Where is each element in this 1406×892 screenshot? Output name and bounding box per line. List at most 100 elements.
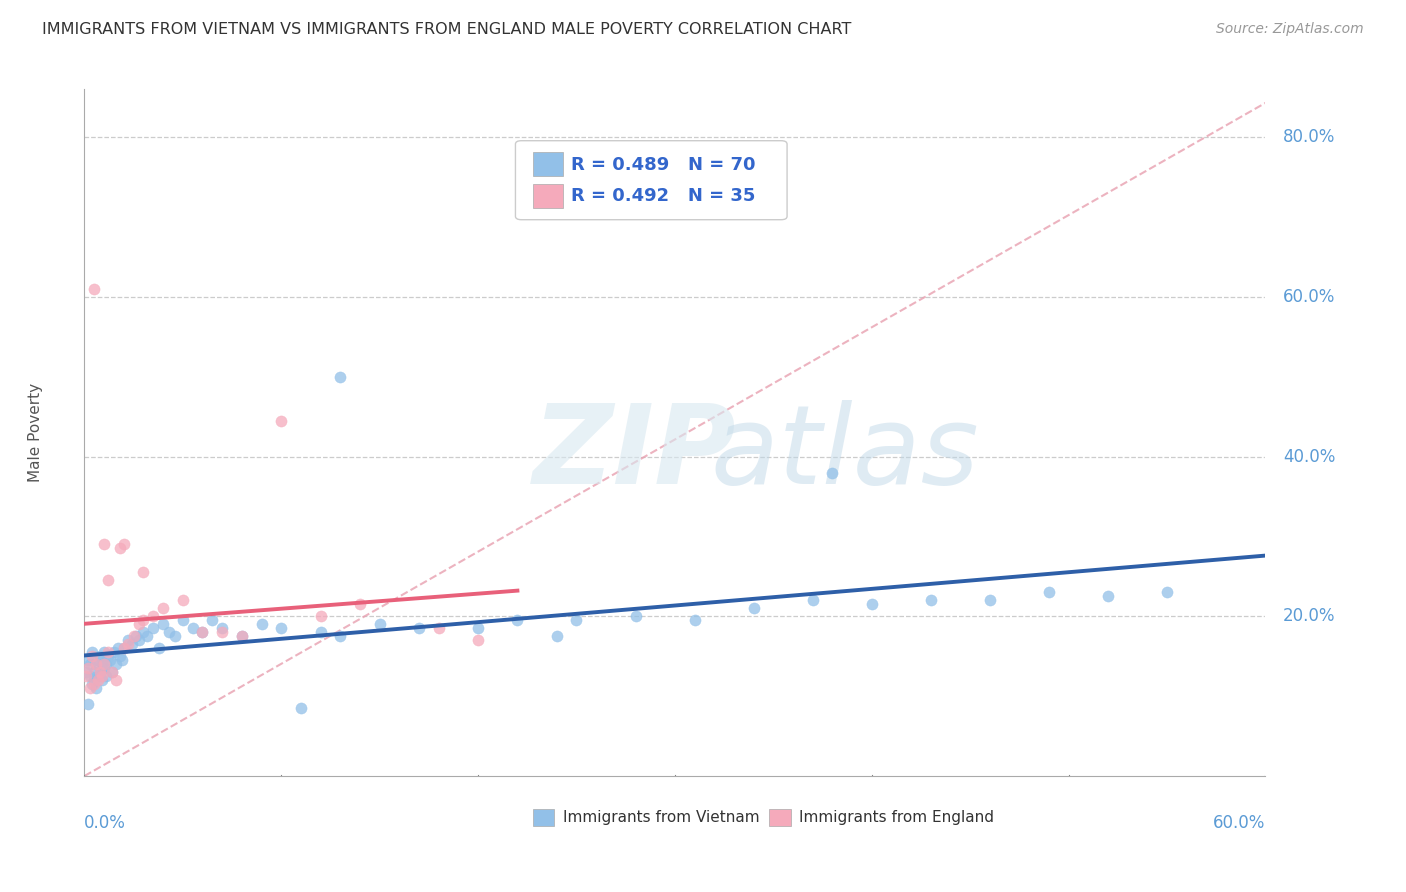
Text: 40.0%: 40.0% [1284, 448, 1336, 466]
Point [89, 649, 111, 664]
Point [83, 665, 105, 680]
Point [112, 641, 135, 656]
Point [84, 681, 107, 696]
Point [201, 613, 224, 627]
Point [82, 645, 104, 659]
Point [231, 629, 253, 643]
Point [84, 657, 107, 672]
Point [93, 645, 115, 659]
Text: 80.0%: 80.0% [1284, 128, 1336, 146]
Point [83, 282, 105, 296]
Point [920, 593, 942, 607]
Point [87, 673, 110, 688]
Text: 0.0%: 0.0% [84, 814, 127, 832]
Point [117, 633, 139, 648]
Point [683, 613, 706, 627]
Text: Male Poverty: Male Poverty [28, 383, 44, 483]
Point [112, 537, 135, 551]
Point [546, 629, 568, 643]
Point [89, 665, 111, 680]
Point [132, 566, 155, 580]
Point [103, 645, 125, 659]
Point [231, 629, 253, 643]
Point [136, 629, 159, 643]
Point [624, 609, 647, 624]
Point [87, 669, 110, 683]
Text: 60.0%: 60.0% [1284, 288, 1336, 306]
Bar [533, 809, 554, 826]
Point [467, 621, 489, 635]
Point [270, 621, 292, 635]
Point [97, 645, 120, 659]
Point [860, 598, 883, 612]
Point [142, 621, 165, 635]
Point [79, 669, 101, 683]
Point [181, 621, 204, 635]
Point [1156, 585, 1178, 599]
Point [87, 653, 110, 667]
Text: atlas: atlas [710, 400, 979, 507]
Point [112, 641, 135, 656]
Point [157, 625, 180, 640]
Point [79, 681, 101, 696]
Point [132, 613, 155, 627]
Point [82, 649, 104, 664]
Point [821, 466, 844, 480]
Text: R = 0.492   N = 35: R = 0.492 N = 35 [571, 186, 755, 204]
Point [211, 621, 233, 635]
Point [172, 593, 194, 607]
Point [94, 669, 117, 683]
Point [309, 609, 332, 624]
FancyBboxPatch shape [516, 141, 787, 219]
Point [1097, 590, 1119, 604]
Point [467, 633, 489, 648]
Point [104, 673, 127, 688]
Point [801, 593, 824, 607]
Point [211, 625, 233, 640]
Point [77, 653, 100, 667]
Point [250, 617, 273, 632]
Point [128, 633, 150, 648]
Point [111, 653, 134, 667]
Point [79, 657, 101, 672]
Point [98, 653, 121, 667]
Text: ZIP: ZIP [533, 400, 737, 507]
Point [82, 677, 104, 691]
Text: IMMIGRANTS FROM VIETNAM VS IMMIGRANTS FROM ENGLAND MALE POVERTY CORRELATION CHAR: IMMIGRANTS FROM VIETNAM VS IMMIGRANTS FR… [42, 22, 852, 37]
Point [93, 661, 115, 675]
Point [349, 598, 371, 612]
Point [142, 609, 165, 624]
Point [77, 697, 100, 711]
Point [124, 629, 146, 643]
Point [97, 649, 120, 664]
Point [93, 657, 115, 672]
Point [506, 613, 529, 627]
Point [91, 657, 114, 672]
Point [742, 601, 765, 615]
Point [75, 669, 97, 683]
Bar [533, 153, 562, 177]
Point [132, 625, 155, 640]
Point [121, 637, 143, 651]
Point [329, 369, 352, 384]
Point [128, 617, 150, 632]
Point [368, 617, 391, 632]
Point [117, 637, 139, 651]
Point [84, 657, 107, 672]
Text: Source: ZipAtlas.com: Source: ZipAtlas.com [1216, 22, 1364, 37]
Point [107, 641, 129, 656]
Point [1038, 585, 1060, 599]
Point [148, 641, 170, 656]
Point [408, 621, 430, 635]
Bar [533, 184, 562, 208]
Point [108, 649, 131, 664]
Point [163, 629, 186, 643]
Point [75, 665, 97, 680]
Point [101, 665, 124, 680]
Point [122, 629, 145, 643]
Text: Immigrants from England: Immigrants from England [799, 811, 994, 825]
Point [309, 625, 332, 640]
Point [97, 574, 120, 588]
Point [329, 629, 352, 643]
Point [94, 657, 117, 672]
